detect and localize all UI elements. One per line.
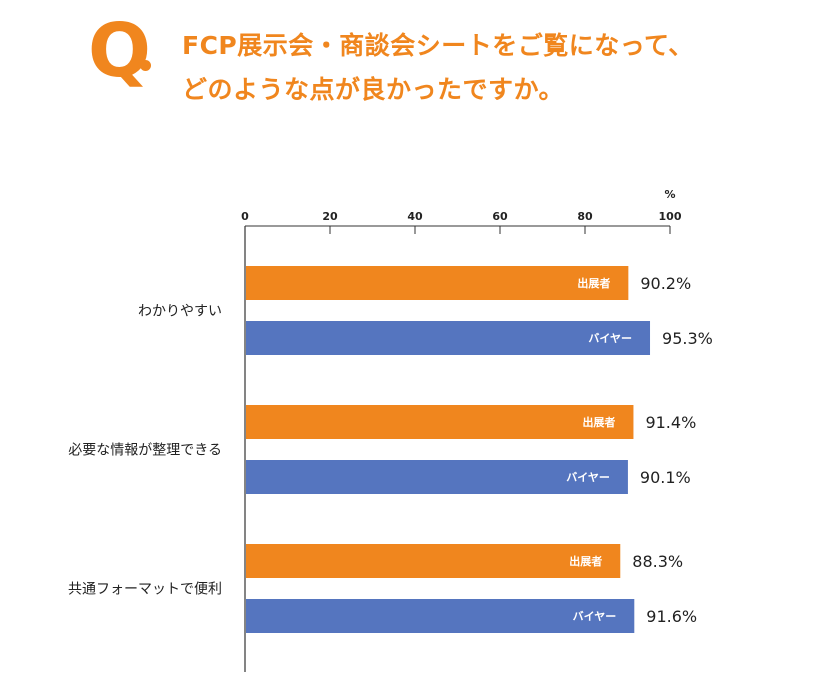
bar xyxy=(246,599,635,633)
bar-value-label: 90.1% xyxy=(640,468,691,487)
category-label: 必要な情報が整理できる xyxy=(68,443,222,459)
x-tick-label: 100 xyxy=(659,210,682,223)
bar-series-label: バイヤー xyxy=(573,610,617,623)
axis-unit-label: % xyxy=(664,188,675,201)
bar-series-label: 出展者 xyxy=(569,554,602,568)
bar-series-label: バイヤー xyxy=(588,332,632,345)
x-tick-label: 0 xyxy=(241,210,249,223)
question-line-1: FCP展示会・商談会シートをご覧になって、 xyxy=(182,31,694,60)
question-line-2: どのような点が良かったですか。 xyxy=(182,75,565,104)
bar-series-label: 出展者 xyxy=(582,415,615,429)
bar-value-label: 90.2% xyxy=(640,274,691,293)
bar xyxy=(246,405,634,439)
category-label: 共通フォーマットで便利 xyxy=(68,582,222,598)
bar-value-label: 88.3% xyxy=(632,552,683,571)
q-mark: Q xyxy=(88,8,151,94)
bar-series-label: バイヤー xyxy=(566,471,610,484)
bar xyxy=(246,544,621,578)
bar xyxy=(246,460,628,494)
category-label: わかりやすい xyxy=(138,304,222,320)
x-tick-label: 20 xyxy=(322,210,338,223)
bar-value-label: 91.6% xyxy=(646,607,697,626)
x-tick-label: 60 xyxy=(492,210,508,223)
x-tick-label: 80 xyxy=(577,210,593,223)
question-title: FCP展示会・商談会シートをご覧になって、 どのような点が良かったですか。 xyxy=(182,24,802,112)
q-dot-icon xyxy=(140,60,151,71)
bar-value-label: 95.3% xyxy=(662,329,713,348)
bar-value-label: 91.4% xyxy=(645,413,696,432)
bar xyxy=(246,266,629,300)
bar-series-label: 出展者 xyxy=(577,276,610,290)
bar xyxy=(246,321,651,355)
x-tick-label: 40 xyxy=(407,210,423,223)
